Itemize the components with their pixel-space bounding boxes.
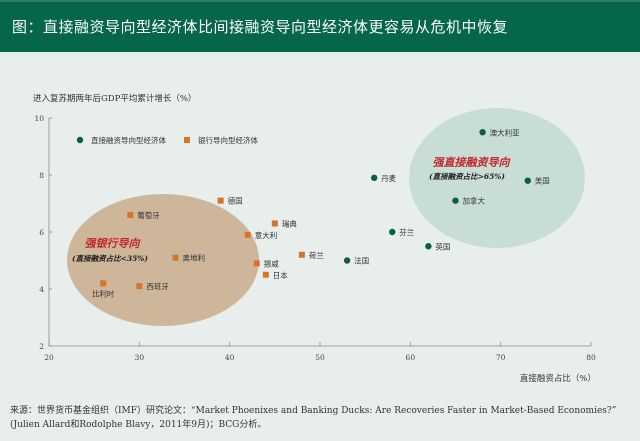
- point-label: 瑞典: [282, 218, 297, 228]
- legend-label-direct: 直接融资导向型经济体: [91, 135, 166, 145]
- top-border: [0, 0, 640, 2]
- x-tick-label: 50: [315, 353, 325, 362]
- data-point-bank: [127, 211, 134, 218]
- point-label: 加拿大: [463, 196, 486, 206]
- page-title: 图：直接融资导向型经济体比间接融资导向型经济体更容易从危机中恢复: [12, 18, 509, 36]
- data-point-direct: [452, 197, 459, 204]
- bank-region-subtitle: (直接融资占比<35%): [72, 254, 148, 263]
- data-point-direct: [389, 228, 396, 236]
- legend: 直接融资导向型经济体 银行导向型经济体: [76, 135, 258, 145]
- point-label: 西班牙: [146, 281, 169, 291]
- point-label: 葡萄牙: [137, 210, 160, 220]
- x-tick-label: 70: [496, 353, 506, 362]
- x-tick-label: 40: [225, 353, 235, 362]
- data-point-direct: [524, 177, 531, 184]
- data-point-bank: [253, 260, 260, 267]
- y-tick-label: 10: [34, 114, 44, 123]
- x-tick-label: 80: [586, 353, 596, 362]
- point-label: 奥地利: [182, 253, 205, 263]
- bank-oriented-region: [67, 194, 259, 326]
- direct-region-subtitle: (直接融资占比>65%): [429, 172, 505, 181]
- data-point-direct: [371, 174, 378, 182]
- y-tick-label: 4: [39, 285, 44, 294]
- source-line-1: 来源：世界货币基金组织（IMF）研究论文：“Market Phoenixes a…: [10, 406, 617, 416]
- point-label: 澳大利亚: [490, 127, 520, 137]
- source-line-2: (Julien Allard和Rodolphe Blavy，2011年9月)；B…: [10, 420, 267, 430]
- data-point-bank: [244, 231, 251, 238]
- legend-marker-bank: [184, 137, 190, 143]
- source-note: 来源：世界货币基金组织（IMF）研究论文：“Market Phoenixes a…: [10, 404, 630, 432]
- point-label: 丹麦: [381, 173, 396, 183]
- point-label: 德国: [228, 196, 243, 206]
- x-tick-label: 20: [44, 353, 54, 362]
- data-point-bank: [136, 283, 143, 290]
- data-point-bank: [271, 220, 278, 227]
- point-label: 法国: [354, 256, 369, 266]
- data-point-bank: [298, 251, 305, 258]
- header-bar: 图：直接融资导向型经济体比间接融资导向型经济体更容易从危机中恢复: [0, 2, 640, 52]
- point-label: 英国: [435, 241, 450, 251]
- y-tick-label: 8: [39, 171, 44, 180]
- point-label: 挪威: [264, 258, 279, 268]
- y-axis-label: 进入复苏期两年后GDP平均累计增长（%）: [33, 93, 196, 104]
- point-label: 荷兰: [309, 250, 324, 260]
- point-label: 意大利: [255, 230, 278, 240]
- point-label: 芬兰: [399, 227, 414, 237]
- legend-label-bank: 银行导向型经济体: [198, 135, 258, 145]
- data-point-direct: [343, 257, 351, 264]
- bank-region-title: 强银行导向: [85, 237, 142, 250]
- y-tick-label: 2: [39, 342, 44, 351]
- data-point-direct: [479, 129, 486, 136]
- data-point-bank: [262, 271, 269, 278]
- point-label: 日本: [273, 270, 288, 280]
- data-point-bank: [100, 280, 107, 287]
- data-point-bank: [217, 197, 224, 204]
- point-label: 美国: [535, 176, 550, 186]
- data-point-direct: [425, 243, 432, 250]
- x-tick-label: 30: [135, 353, 145, 362]
- point-label: 比利时: [92, 288, 115, 298]
- legend-marker-direct: [76, 136, 84, 144]
- x-axis-label: 直接融资占比（%）: [520, 373, 596, 384]
- direct-region-title: 强直接融资导向: [433, 156, 512, 169]
- direct-finance-region: [409, 108, 585, 248]
- x-tick-label: 60: [406, 353, 416, 362]
- y-tick-label: 6: [39, 228, 44, 237]
- data-point-bank: [172, 254, 179, 261]
